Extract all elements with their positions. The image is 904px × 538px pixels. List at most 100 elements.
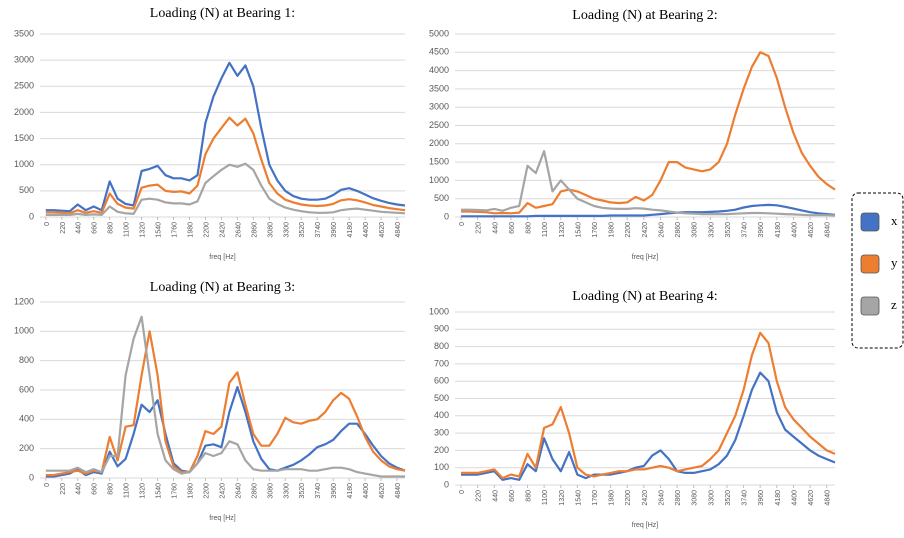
x-tick-label: 4180 (347, 483, 354, 499)
x-tick-label: 1320 (559, 490, 566, 506)
y-tick-label: 0 (444, 479, 449, 489)
x-tick-label: 1320 (140, 222, 147, 238)
legend-swatch (860, 296, 880, 316)
y-tick-label: 0 (29, 472, 34, 482)
y-tick-label: 1000 (14, 326, 34, 336)
y-tick-label: 1000 (14, 159, 34, 169)
chart-title: Loading (N) at Bearing 1: (150, 6, 295, 21)
x-tick-label: 220 (476, 490, 483, 502)
x-tick-label: 880 (108, 222, 115, 234)
x-tick-label: 1760 (172, 222, 179, 238)
x-axis-label: freq [Hz] (209, 254, 236, 261)
x-tick-label: 220 (60, 222, 67, 234)
x-tick-label: 1980 (609, 490, 616, 506)
series-line (45, 116, 406, 215)
x-tick-label: 880 (108, 483, 115, 495)
y-tick-label: 100 (434, 462, 449, 472)
x-tick-label: 2640 (235, 222, 242, 238)
x-tick-label: 2420 (642, 222, 649, 238)
x-tick-label: 3740 (742, 222, 749, 238)
x-tick-label: 4840 (825, 490, 832, 506)
x-tick-label: 1100 (124, 483, 131, 498)
x-tick-label: 1760 (592, 222, 599, 238)
x-tick-label: 1760 (592, 490, 599, 506)
series-line (461, 150, 836, 217)
x-tick-label: 2420 (642, 490, 649, 506)
y-tick-label: 2000 (429, 138, 449, 148)
x-tick-label: 4180 (775, 222, 782, 238)
chart-title: Loading (N) at Bearing 2: (572, 8, 717, 23)
y-tick-label: 4500 (429, 47, 449, 57)
legend-swatch (860, 254, 880, 274)
x-tick-label: 4620 (808, 490, 815, 506)
x-tick-label: 3520 (725, 490, 732, 506)
series-line (45, 330, 406, 477)
series-line (45, 61, 406, 213)
x-tick-label: 3520 (725, 222, 732, 238)
x-tick-label: 3080 (267, 222, 274, 238)
x-tick-label: 3300 (283, 222, 290, 238)
chart-title: Loading (N) at Bearing 3: (150, 280, 295, 295)
x-tick-label: 3960 (758, 490, 765, 506)
x-tick-label: 440 (76, 222, 83, 234)
y-tick-label: 200 (19, 443, 34, 453)
x-tick-label: 2860 (675, 222, 682, 238)
series-line (461, 371, 836, 481)
y-tick-label: 4000 (429, 65, 449, 75)
x-tick-label: 1760 (172, 483, 179, 499)
x-tick-label: 4620 (808, 222, 815, 238)
y-tick-label: 900 (434, 324, 449, 334)
x-tick-label: 2640 (658, 222, 665, 238)
y-tick-label: 1500 (14, 133, 34, 143)
x-tick-label: 2200 (625, 222, 632, 238)
x-tick-label: 4400 (791, 222, 798, 238)
x-tick-label: 660 (509, 490, 516, 502)
x-tick-label: 3960 (331, 483, 338, 499)
y-tick-label: 2000 (14, 107, 34, 117)
x-tick-label: 880 (526, 222, 533, 234)
x-tick-label: 2420 (219, 483, 226, 499)
x-tick-label: 220 (60, 483, 67, 495)
y-tick-label: 3000 (429, 102, 449, 112)
y-tick-label: 600 (434, 376, 449, 386)
x-tick-label: 1980 (187, 483, 194, 499)
x-tick-label: 1980 (609, 222, 616, 238)
x-tick-label: 2860 (251, 483, 258, 499)
x-tick-label: 4620 (379, 483, 386, 499)
x-tick-label: 3080 (692, 222, 699, 238)
y-tick-label: 700 (434, 358, 449, 368)
y-tick-label: 0 (29, 211, 34, 221)
x-tick-label: 3300 (708, 490, 715, 506)
x-tick-label: 4400 (363, 222, 370, 238)
y-tick-label: 500 (19, 185, 34, 195)
x-tick-label: 1540 (575, 222, 582, 238)
y-tick-label: 200 (434, 445, 449, 455)
x-tick-label: 4620 (379, 222, 386, 238)
x-axis-label: freq [Hz] (209, 515, 236, 522)
y-tick-label: 800 (19, 355, 34, 365)
y-tick-label: 2500 (14, 81, 34, 91)
y-tick-label: 5000 (429, 28, 449, 38)
x-tick-label: 1100 (542, 222, 549, 237)
y-tick-label: 2500 (429, 120, 449, 130)
legend-swatch (860, 212, 880, 232)
x-tick-label: 220 (476, 222, 483, 234)
x-tick-label: 3080 (267, 483, 274, 499)
x-tick-label: 1100 (542, 490, 549, 505)
x-tick-label: 660 (92, 483, 99, 495)
y-tick-label: 1000 (429, 175, 449, 185)
x-tick-label: 1540 (156, 483, 163, 499)
legend-label: x (891, 213, 898, 228)
x-tick-label: 3520 (299, 483, 306, 499)
x-tick-label: 3740 (315, 222, 322, 238)
x-tick-label: 2420 (219, 222, 226, 238)
x-tick-label: 3740 (315, 483, 322, 499)
series-line (461, 51, 836, 215)
x-tick-label: 2640 (658, 490, 665, 506)
y-tick-label: 1000 (429, 306, 449, 316)
legend-label: z (891, 297, 897, 312)
x-tick-label: 1320 (140, 483, 147, 499)
x-tick-label: 3740 (742, 490, 749, 506)
